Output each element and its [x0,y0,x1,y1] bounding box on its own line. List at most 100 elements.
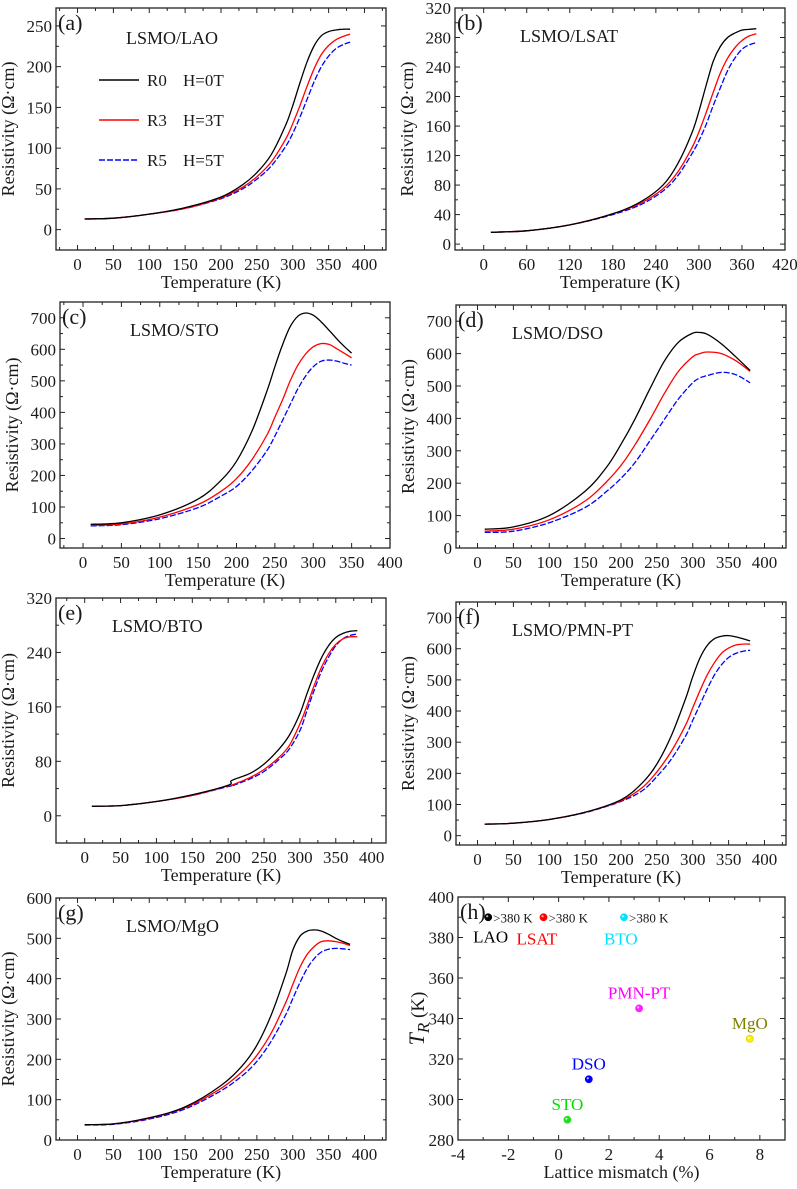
y-tick-label: 300 [427,442,453,461]
data-point [563,1115,572,1124]
y-tick-label: 150 [27,98,53,117]
x-tick-label: 300 [680,553,706,572]
panel-title: LSMO/DSO [512,323,603,343]
y-axis-title: TR (K) [404,992,433,1046]
y-tick-label: 300 [429,1091,455,1110]
y-tick-label: 300 [31,435,57,454]
panel-title: LSMO/PMN-PT [512,620,633,640]
x-tick-label: 120 [557,255,583,274]
y-tick-label: 600 [27,889,53,908]
x-tick-label: 2 [605,1145,614,1164]
y-tick-label: 100 [427,796,453,815]
data-point [620,913,628,922]
point-label-dso: DSO [572,1054,606,1073]
x-tick-label: 300 [301,553,327,572]
x-tick-label: 350 [716,553,742,572]
y-axis-title: Resistivity (Ω·cm) [0,62,19,197]
data-point [745,1034,754,1043]
y-tick-label: 340 [429,1010,455,1029]
x-tick-label: 360 [729,255,755,274]
panel-tag: (b) [457,10,483,35]
data-point-highlight [541,915,544,918]
series-line-r5 [91,633,358,807]
y-tick-label: 400 [427,702,453,721]
point-label-lao: LAO [473,927,508,946]
series-line-r0 [90,312,353,525]
y-tick-label: 600 [427,640,453,659]
y-tick-label: 600 [427,345,453,364]
y-tick-label: 400 [31,403,57,422]
x-tick-label: 6 [705,1145,714,1164]
x-tick-label: 350 [339,553,365,572]
y-axis-title: Resistivity (Ω·cm) [0,952,19,1087]
panel-tag: (f) [458,604,480,629]
x-tick-label: 300 [680,850,706,869]
data-point-highlight [621,915,625,918]
x-tick-label: 0 [554,1145,563,1164]
data-point-highlight [486,915,489,918]
x-tick-label: 400 [377,553,403,572]
y-tick-label: 320 [429,1050,455,1069]
x-axis-title: Temperature (K) [560,272,680,293]
point-lao: >380 K [484,910,533,925]
x-tick-label: 150 [180,848,206,867]
series-line-r3 [91,636,358,807]
panel-title: LSMO/MgO [126,916,219,936]
x-tick-label: 200 [608,553,634,572]
panel-title: LSMO/LSAT [520,26,618,46]
data-point-highlight [637,1006,640,1009]
series-line-r0 [484,634,751,825]
y-tick-label: 0 [44,807,53,826]
y-tick-label: 120 [426,147,452,166]
legend-label-r0: R0 [147,71,167,90]
y-tick-label: 0 [444,827,453,846]
x-tick-label: 240 [643,255,669,274]
x-tick-label: 100 [147,553,173,572]
y-tick-label: 0 [44,1131,53,1150]
x-tick-label: 0 [73,1145,82,1164]
x-tick-label: 400 [752,850,778,869]
x-tick-label: 250 [644,553,670,572]
y-tick-label: 320 [426,0,452,18]
y-tick-label: 400 [27,970,53,989]
panel-h: -4 -2 0 2 4 6 8 280 300 320 340 360 380 400 Lattice mi… [404,888,786,1183]
point-label-mgo: MgO [732,1014,768,1033]
y-axis-title: Resistivity (Ω·cm) [398,359,419,494]
series-line-r3 [490,33,757,233]
x-tick-label: 0 [73,255,82,274]
y-tick-label: 200 [31,466,57,485]
y-axis-title-symbol: T [404,1031,429,1045]
y-tick-label: 50 [35,180,52,199]
plot-frame [59,301,391,549]
y-tick-label: 160 [27,698,53,717]
y-tick-label: 700 [427,312,453,331]
point-label-pmn-pt: PMN-PT [608,983,671,1002]
panel-e: 0 50 100 150 200 250 300 350 400 0 80 160 240 320 Temp… [0,589,387,886]
y-axis-title: Resistivity (Ω·cm) [398,656,419,791]
x-tick-label: 50 [112,848,129,867]
x-tick-label: 100 [144,848,170,867]
x-tick-label: 60 [518,255,535,274]
y-tick-label: 0 [44,221,53,240]
x-tick-label: 50 [113,553,130,572]
point-note: >380 K [549,910,589,925]
y-axis-title: Resistivity (Ω·cm) [0,653,19,788]
point-bto: >380 K [620,910,669,925]
x-tick-label: 300 [280,255,306,274]
x-tick-label: 150 [185,553,211,572]
series-line-r0 [484,331,751,530]
y-tick-label: 700 [427,609,453,628]
x-tick-label: 150 [172,1145,198,1164]
panel-f: 0 50 100 150 200 250 300 350 400 0 100 200 300 400 500… [398,601,787,888]
x-tick-label: 400 [352,1145,378,1164]
point-pmn-pt [635,1004,644,1013]
x-tick-label: 350 [323,848,349,867]
legend-field-r3: H=3T [183,111,224,130]
x-tick-label: 0 [479,255,488,274]
x-tick-label: 400 [359,848,385,867]
point-dso [584,1075,593,1084]
data-point-highlight [747,1036,750,1039]
series-line-r3 [84,33,351,220]
x-tick-label: 4 [655,1145,664,1164]
